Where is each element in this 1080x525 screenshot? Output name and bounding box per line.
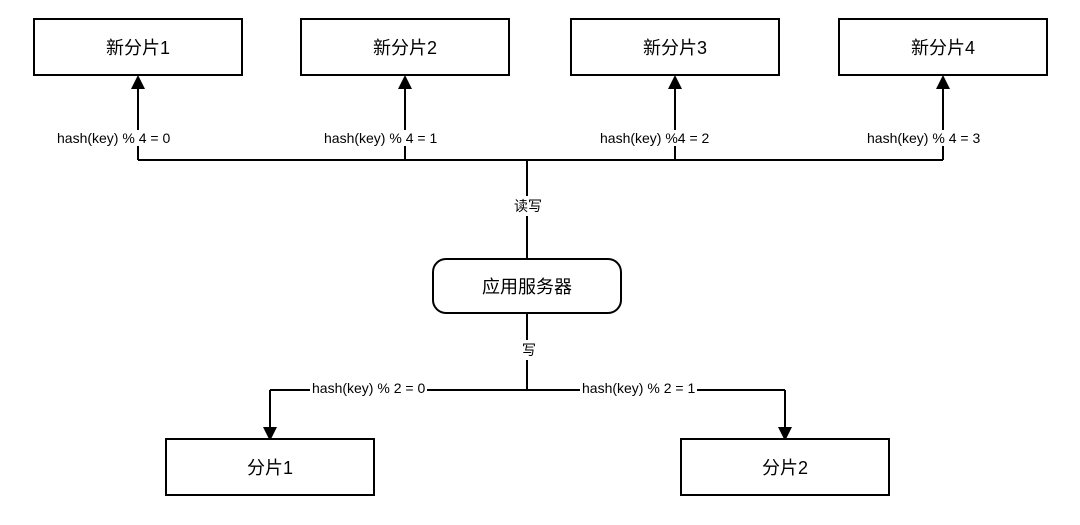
- node-label: 新分片4: [911, 34, 975, 60]
- edge-label-top-hash-2: hash(key) %4 = 2: [598, 130, 711, 146]
- edge-label-write: 写: [520, 340, 538, 360]
- edge-label-bottom-hash-0: hash(key) % 2 = 0: [310, 380, 427, 396]
- node-label: 应用服务器: [482, 273, 572, 299]
- node-label: 新分片3: [643, 34, 707, 60]
- node-new-shard-2: 新分片2: [300, 18, 510, 76]
- node-app-server: 应用服务器: [432, 258, 622, 314]
- node-shard-2: 分片2: [680, 438, 890, 496]
- node-new-shard-4: 新分片4: [838, 18, 1048, 76]
- node-label: 分片2: [762, 454, 808, 480]
- edge-label-bottom-hash-1: hash(key) % 2 = 1: [580, 380, 697, 396]
- node-label: 新分片1: [106, 34, 170, 60]
- node-label: 分片1: [247, 454, 293, 480]
- edge-label-top-hash-3: hash(key) % 4 = 3: [865, 130, 982, 146]
- node-new-shard-3: 新分片3: [570, 18, 780, 76]
- node-shard-1: 分片1: [165, 438, 375, 496]
- edge-label-top-hash-1: hash(key) % 4 = 1: [322, 130, 439, 146]
- edge-label-read-write: 读写: [512, 196, 544, 216]
- node-label: 新分片2: [373, 34, 437, 60]
- diagram-stage: 新分片1 新分片2 新分片3 新分片4 应用服务器 分片1 分片2 hash(k…: [0, 0, 1080, 525]
- node-new-shard-1: 新分片1: [33, 18, 243, 76]
- edge-label-top-hash-0: hash(key) % 4 = 0: [55, 130, 172, 146]
